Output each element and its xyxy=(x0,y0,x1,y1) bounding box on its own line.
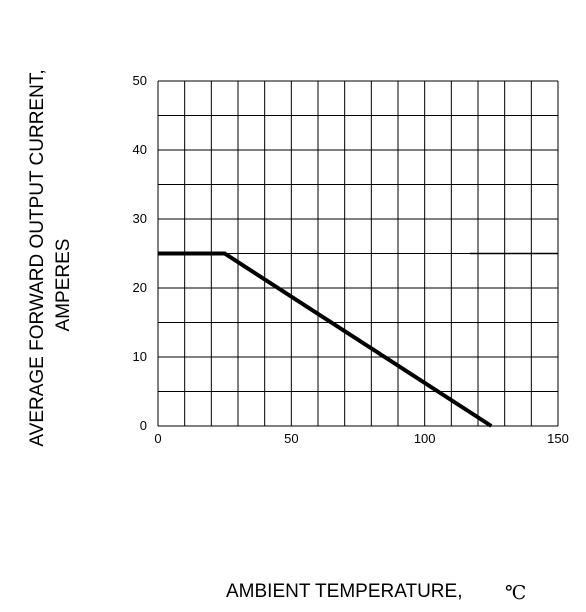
x-axis-label: AMBIENT TEMPERATURE, xyxy=(226,581,462,602)
y-tick-label: 20 xyxy=(133,280,147,295)
x-tick-label: 150 xyxy=(547,431,569,446)
y-tick-label: 30 xyxy=(133,211,147,226)
tick-labels: 0 10 20 30 40 50 0 50 100 150 xyxy=(133,73,569,446)
y-axis-label-line-2: AMPERES xyxy=(53,239,74,332)
y-axis-label-line-1: AVERAGE FORWARD OUTPUT CURRENT, xyxy=(27,69,48,446)
x-tick-label: 50 xyxy=(284,431,298,446)
series-line-1 xyxy=(158,251,493,428)
y-tick-label: 40 xyxy=(133,142,147,157)
x-tick-label: 100 xyxy=(414,431,436,446)
series-layer xyxy=(158,251,558,428)
x-tick-label: 0 xyxy=(154,431,161,446)
x-axis-unit: ℃ xyxy=(505,582,526,604)
y-tick-label: 50 xyxy=(133,73,147,88)
y-tick-label: 0 xyxy=(140,418,147,433)
y-tick-label: 10 xyxy=(133,349,147,364)
